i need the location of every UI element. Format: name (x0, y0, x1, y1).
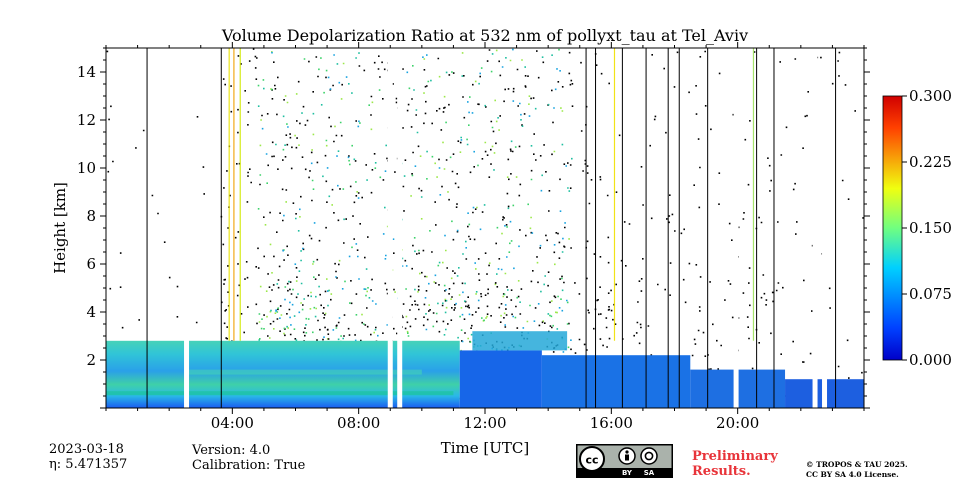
cc-icon (579, 446, 605, 472)
date-label: 2023-03-18 (49, 442, 124, 457)
meta-left: 2023-03-18 η: 5.471357 (49, 442, 127, 472)
y-tick-label-5: 12 (77, 111, 96, 129)
preliminary-line2: Results. (692, 464, 751, 479)
eta-label: η: 5.471357 (49, 457, 128, 472)
colorbar-ticks: 0.000 0.075 0.150 0.225 0.300 (902, 87, 952, 369)
sa-label: SA (644, 469, 655, 477)
by-label: BY (622, 469, 633, 477)
x-tick-label-0: 04:00 (211, 414, 254, 432)
y-tick-label-4: 10 (77, 159, 96, 177)
y-tick-label-6: 14 (77, 63, 96, 81)
cc-by-sa-badge: cc BY SA (576, 444, 673, 478)
colorbar (882, 95, 903, 361)
profile-lines (146, 48, 837, 408)
boundary-layer (106, 331, 864, 408)
colorbar-tick-label-0: 0.000 (909, 351, 952, 369)
y-tick-label-1: 4 (86, 303, 96, 321)
data-gap-4 (812, 48, 818, 408)
data-gap-3 (733, 48, 739, 408)
preliminary-line1: Preliminary (692, 449, 778, 464)
sa-icon (640, 447, 658, 465)
colorbar-tick-label-1: 0.075 (909, 285, 952, 303)
x-tick-label-4: 20:00 (716, 414, 759, 432)
plot-area (106, 48, 864, 408)
data-gaps (184, 48, 828, 408)
version-label: Version: 4.0 (192, 443, 271, 458)
x-tick-label-1: 08:00 (337, 414, 380, 432)
meta-version: Version: 4.0 Calibration: True (192, 443, 305, 473)
calibration-label: Calibration: True (192, 458, 306, 473)
x-tick-label-3: 16:00 (590, 414, 633, 432)
copyright-line2: CC BY SA 4.0 License. (806, 470, 899, 479)
y-tick-label-2: 6 (86, 255, 96, 273)
x-axis-label: Time [UTC] (441, 439, 530, 457)
copyright-line1: © TROPOS & TAU 2025. (806, 460, 908, 469)
cc-letters: cc (585, 454, 598, 467)
data-gap-2 (397, 48, 403, 408)
colorbar-tick-label-2: 0.150 (909, 219, 952, 237)
data-gap-5 (822, 48, 828, 408)
y-axis-label: Height [km] (51, 182, 69, 274)
y-tick-label-3: 8 (86, 207, 96, 225)
data-gap-0 (184, 48, 190, 408)
preliminary-notice: Preliminary Results. (692, 449, 778, 479)
chart-title: Volume Depolarization Ratio at 532 nm of… (221, 26, 748, 45)
colorbar-tick-label-4: 0.300 (909, 87, 952, 105)
copyright-notice: © TROPOS & TAU 2025. CC BY SA 4.0 Licens… (806, 460, 908, 480)
axis-ticks: 04:00 08:00 12:00 16:00 20:00 2 4 6 8 10 12 14 (77, 42, 870, 432)
x-tick-label-2: 12:00 (463, 414, 506, 432)
colorbar-tick-label-3: 0.225 (909, 153, 952, 171)
y-tick-label-0: 2 (86, 351, 96, 369)
data-gap-1 (387, 48, 393, 408)
